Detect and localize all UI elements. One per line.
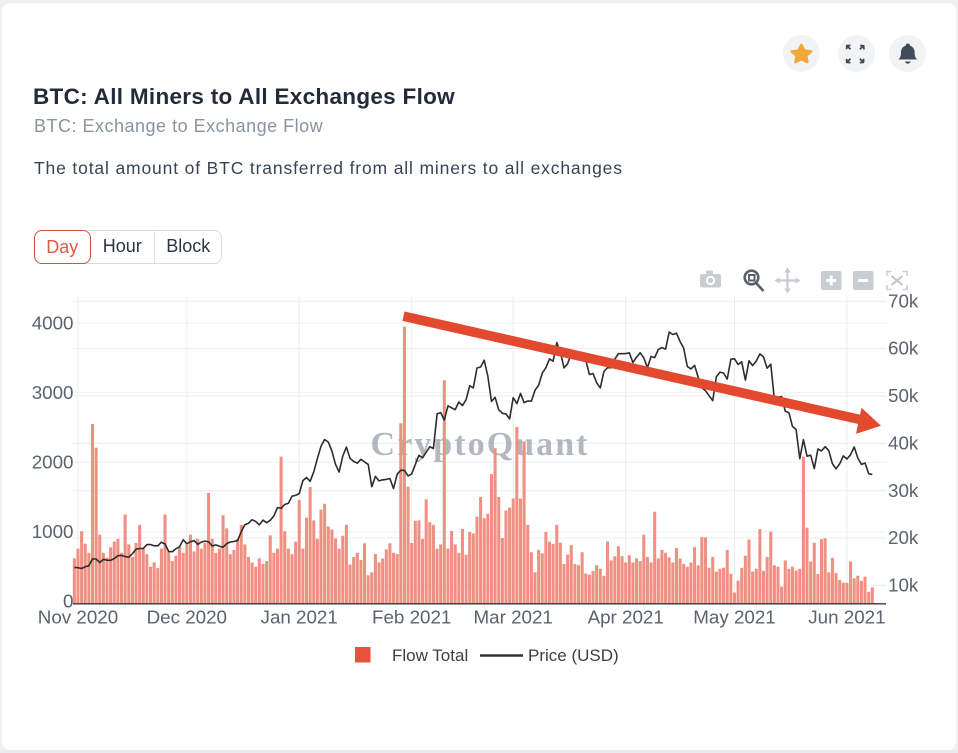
svg-text:Jun 2021: Jun 2021: [808, 607, 885, 628]
svg-text:Mar 2021: Mar 2021: [474, 607, 553, 628]
svg-text:Price (USD): Price (USD): [528, 646, 619, 665]
svg-text:60k: 60k: [888, 338, 919, 359]
svg-text:20k: 20k: [888, 527, 919, 548]
svg-text:30k: 30k: [888, 480, 919, 501]
svg-text:0: 0: [63, 591, 73, 612]
svg-text:Nov 2020: Nov 2020: [38, 607, 118, 628]
svg-text:40k: 40k: [888, 433, 919, 454]
svg-text:1000: 1000: [32, 521, 74, 542]
svg-text:70k: 70k: [888, 290, 919, 311]
svg-text:10k: 10k: [888, 575, 919, 596]
svg-text:Flow Total: Flow Total: [392, 646, 468, 665]
svg-text:Jan 2021: Jan 2021: [261, 607, 338, 628]
svg-text:Dec 2020: Dec 2020: [147, 607, 227, 628]
svg-text:50k: 50k: [888, 385, 919, 406]
svg-text:2000: 2000: [32, 452, 74, 473]
svg-text:May 2021: May 2021: [693, 607, 775, 628]
svg-text:3000: 3000: [32, 382, 74, 403]
svg-text:Feb 2021: Feb 2021: [372, 607, 451, 628]
svg-text:Apr 2021: Apr 2021: [588, 607, 664, 628]
svg-text:4000: 4000: [32, 312, 74, 333]
svg-text:CryptoQuant: CryptoQuant: [371, 426, 589, 463]
